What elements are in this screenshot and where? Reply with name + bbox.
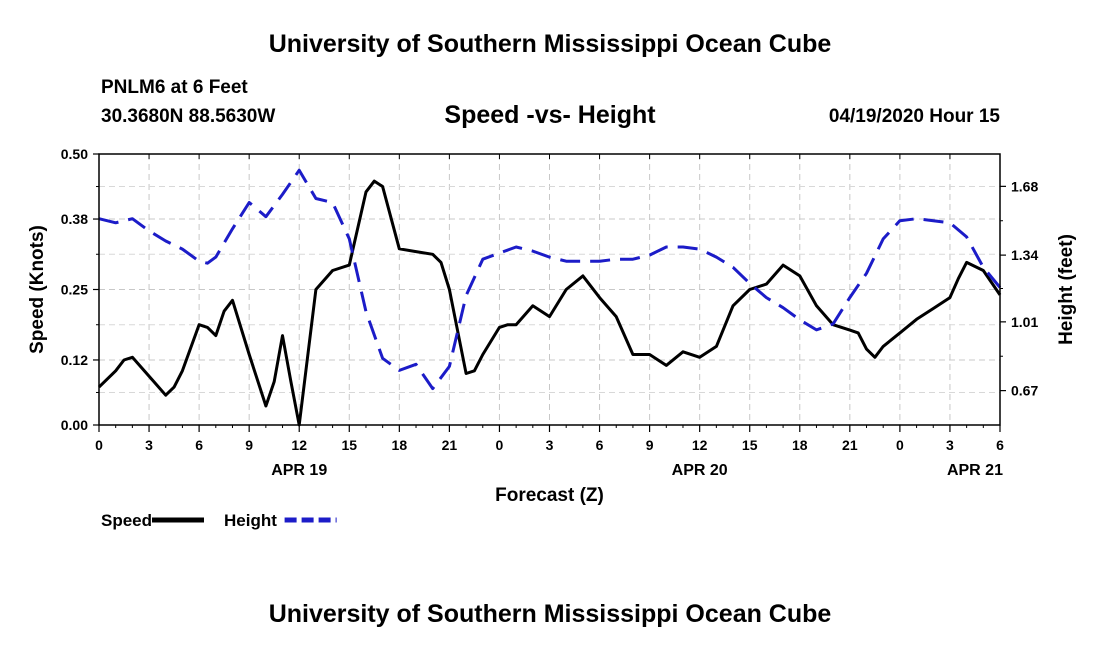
y-tick-label: 0.12	[61, 352, 88, 368]
x-tick-label: 12	[692, 437, 708, 453]
x-axis-title: Forecast (Z)	[495, 485, 604, 506]
x-tick-label: 9	[245, 437, 253, 453]
x-tick-label: 0	[496, 437, 504, 453]
legend-label-height: Height	[224, 511, 277, 530]
footer-title: University of Southern Mississippi Ocean…	[268, 600, 832, 628]
chart-grid	[99, 154, 1000, 425]
y2-tick-label: 1.01	[1011, 314, 1038, 330]
x-tick-label: 0	[896, 437, 904, 453]
y-tick-label: 0.25	[61, 282, 88, 298]
chart-subtitle: Speed -vs- Height	[444, 101, 656, 129]
chart-labels: 0 3 6 9 12 15 18 21 0 3 6 9 12 15 18 21 0 3 6 0.00 0.12 0.25 0…	[27, 146, 1077, 506]
chart-series	[97, 168, 1002, 427]
series-line-speed	[97, 179, 1002, 427]
forecast-datetime: 04/19/2020 Hour 15	[828, 106, 1000, 127]
x-tick-label: 18	[392, 437, 408, 453]
y2-tick-label: 1.68	[1011, 178, 1038, 194]
x-tick-label: 6	[596, 437, 604, 453]
date-label: APR 19	[271, 462, 327, 479]
x-tick-label: 21	[842, 437, 858, 453]
x-tick-label: 21	[442, 437, 458, 453]
x-tick-label: 18	[792, 437, 808, 453]
chart-legend: Speed Height	[101, 511, 337, 530]
x-tick-label: 6	[195, 437, 203, 453]
x-tick-label: 3	[546, 437, 554, 453]
y-tick-label: 0.50	[61, 146, 88, 162]
x-tick-label: 15	[742, 437, 758, 453]
y-axis-title: Speed (Knots)	[27, 225, 48, 354]
x-tick-label: 3	[145, 437, 153, 453]
x-tick-label: 3	[946, 437, 954, 453]
date-label: APR 20	[672, 462, 728, 479]
x-tick-label: 9	[646, 437, 654, 453]
x-tick-label: 0	[95, 437, 103, 453]
y2-tick-label: 1.34	[1011, 247, 1038, 263]
y2-tick-label: 0.67	[1011, 383, 1038, 399]
x-tick-label: 6	[996, 437, 1004, 453]
legend-label-speed: Speed	[101, 511, 152, 530]
y-tick-label: 0.38	[61, 211, 88, 227]
station-name: PNLM6 at 6 Feet	[101, 77, 248, 98]
y2-axis-title: Height (feet)	[1056, 234, 1077, 345]
station-coordinates: 30.3680N 88.5630W	[101, 106, 276, 127]
x-tick-label: 12	[291, 437, 307, 453]
page-title: University of Southern Mississippi Ocean…	[268, 30, 832, 58]
chart-axes	[93, 153, 1006, 432]
series-line-height	[98, 168, 1002, 391]
date-label: APR 21	[947, 462, 1003, 479]
y-tick-label: 0.00	[61, 417, 88, 433]
x-tick-label: 15	[341, 437, 357, 453]
